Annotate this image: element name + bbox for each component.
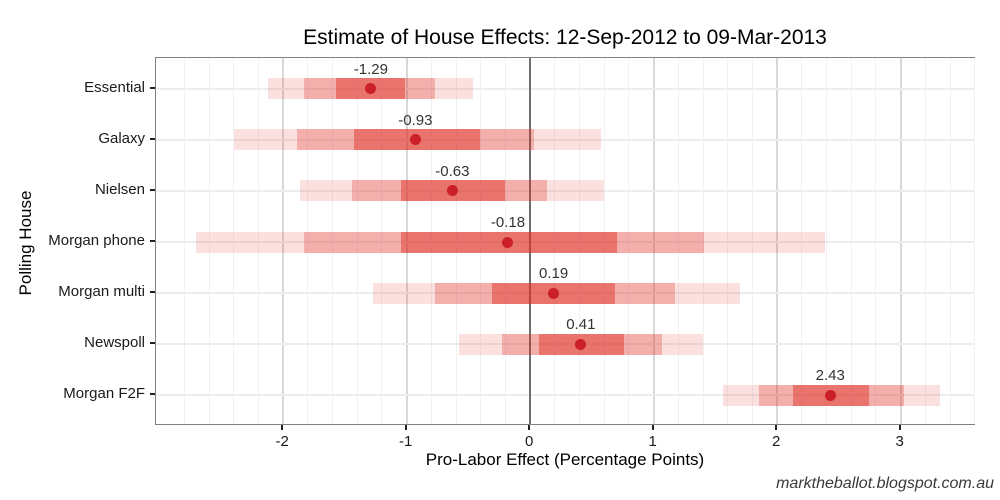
point-estimate-dot — [575, 338, 587, 350]
row-gridline — [156, 343, 974, 346]
y-tick-label: Essential — [84, 78, 145, 96]
point-estimate-dot — [446, 185, 458, 197]
point-estimate-dot — [824, 389, 836, 401]
y-tick-label: Galaxy — [98, 129, 145, 147]
point-value-label: 2.43 — [815, 367, 845, 385]
y-axis-tick — [150, 291, 155, 294]
y-axis-tick — [150, 240, 155, 242]
point-estimate-dot — [548, 287, 560, 299]
y-tick-label: Newspoll — [84, 334, 145, 352]
x-tick-label: -2 — [275, 433, 289, 450]
row-gridline — [156, 189, 974, 192]
y-tick-label: Morgan F2F — [63, 385, 145, 403]
y-axis-tick — [150, 342, 155, 345]
point-value-label: 0.41 — [566, 316, 596, 334]
minor-gridline — [974, 58, 976, 424]
x-tick-label: 3 — [895, 433, 904, 450]
y-tick-label: Nielsen — [94, 180, 145, 198]
point-estimate-dot — [502, 236, 514, 248]
x-axis-title: Pro-Labor Effect (Percentage Points) — [425, 450, 705, 469]
x-tick-label: -1 — [399, 433, 413, 450]
point-value-label: -0.18 — [490, 214, 526, 231]
row-gridline — [156, 241, 974, 243]
chart-title: Estimate of House Effects: 12-Sep-2012 t… — [303, 26, 827, 49]
row-gridline — [156, 138, 974, 141]
y-tick-label: Morgan multi — [58, 283, 145, 301]
x-axis-tick — [651, 425, 654, 430]
watermark-url: marktheballot.blogspot.com.au — [776, 475, 994, 492]
y-axis-tick — [150, 393, 155, 396]
point-value-label: -0.63 — [435, 162, 470, 180]
x-axis-tick — [528, 425, 531, 430]
point-estimate-dot — [365, 83, 377, 95]
point-value-label: -0.93 — [398, 111, 433, 129]
row-gridline — [156, 292, 974, 295]
x-axis-tick — [404, 425, 407, 430]
point-value-label: 0.19 — [539, 265, 569, 283]
point-estimate-dot — [409, 134, 421, 146]
x-axis-tick — [281, 425, 284, 430]
x-tick-label: 1 — [648, 433, 657, 450]
zero-reference-line — [529, 58, 532, 424]
y-axis-tick — [150, 137, 155, 140]
plot-panel: -1.29 -0.93 -0.63 -0.18 0.19 0.41 2.43 — [155, 57, 976, 425]
row-gridline — [156, 87, 974, 90]
y-axis-tick — [150, 188, 155, 191]
y-axis-tick — [150, 86, 155, 89]
x-tick-label: 0 — [525, 433, 534, 450]
point-value-label: -1.29 — [353, 60, 388, 78]
x-axis-tick — [775, 425, 778, 430]
x-axis-tick — [898, 425, 901, 430]
row-gridline — [156, 394, 974, 397]
x-tick-label: 2 — [772, 433, 781, 450]
y-tick-label: Morgan phone — [48, 232, 145, 249]
